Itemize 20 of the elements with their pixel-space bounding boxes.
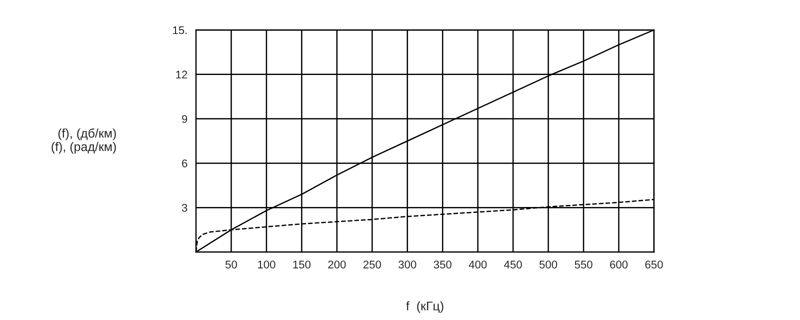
x-tick-label: 100	[258, 260, 276, 268]
y-tick-label: 9	[182, 115, 188, 123]
x-tick-label: 300	[398, 260, 416, 268]
x-tick-label: 400	[468, 260, 487, 268]
x-tick-label: 450	[504, 260, 522, 268]
x-tick-label: 500	[539, 260, 558, 268]
y-tick-label: 12	[176, 70, 188, 78]
x-tick-label: 550	[574, 260, 592, 268]
x-tick-label: 50	[225, 260, 237, 268]
y-tick-label: 15.	[173, 26, 187, 34]
x-tick-label: 600	[610, 260, 628, 268]
y-axis-title: (f), (дб/км) (f), (рад/км)	[52, 128, 116, 154]
x-tick-label: 650	[645, 260, 663, 268]
x-tick-label: 350	[434, 260, 452, 268]
y-tick-label: 6	[182, 159, 188, 168]
x-tick-label: 200	[328, 260, 346, 268]
x-tick-label: 250	[363, 260, 381, 268]
x-tick-label: 150	[293, 260, 311, 268]
y-tick-label: 3	[182, 204, 188, 212]
x-axis-title: f (кГц)	[406, 301, 444, 313]
